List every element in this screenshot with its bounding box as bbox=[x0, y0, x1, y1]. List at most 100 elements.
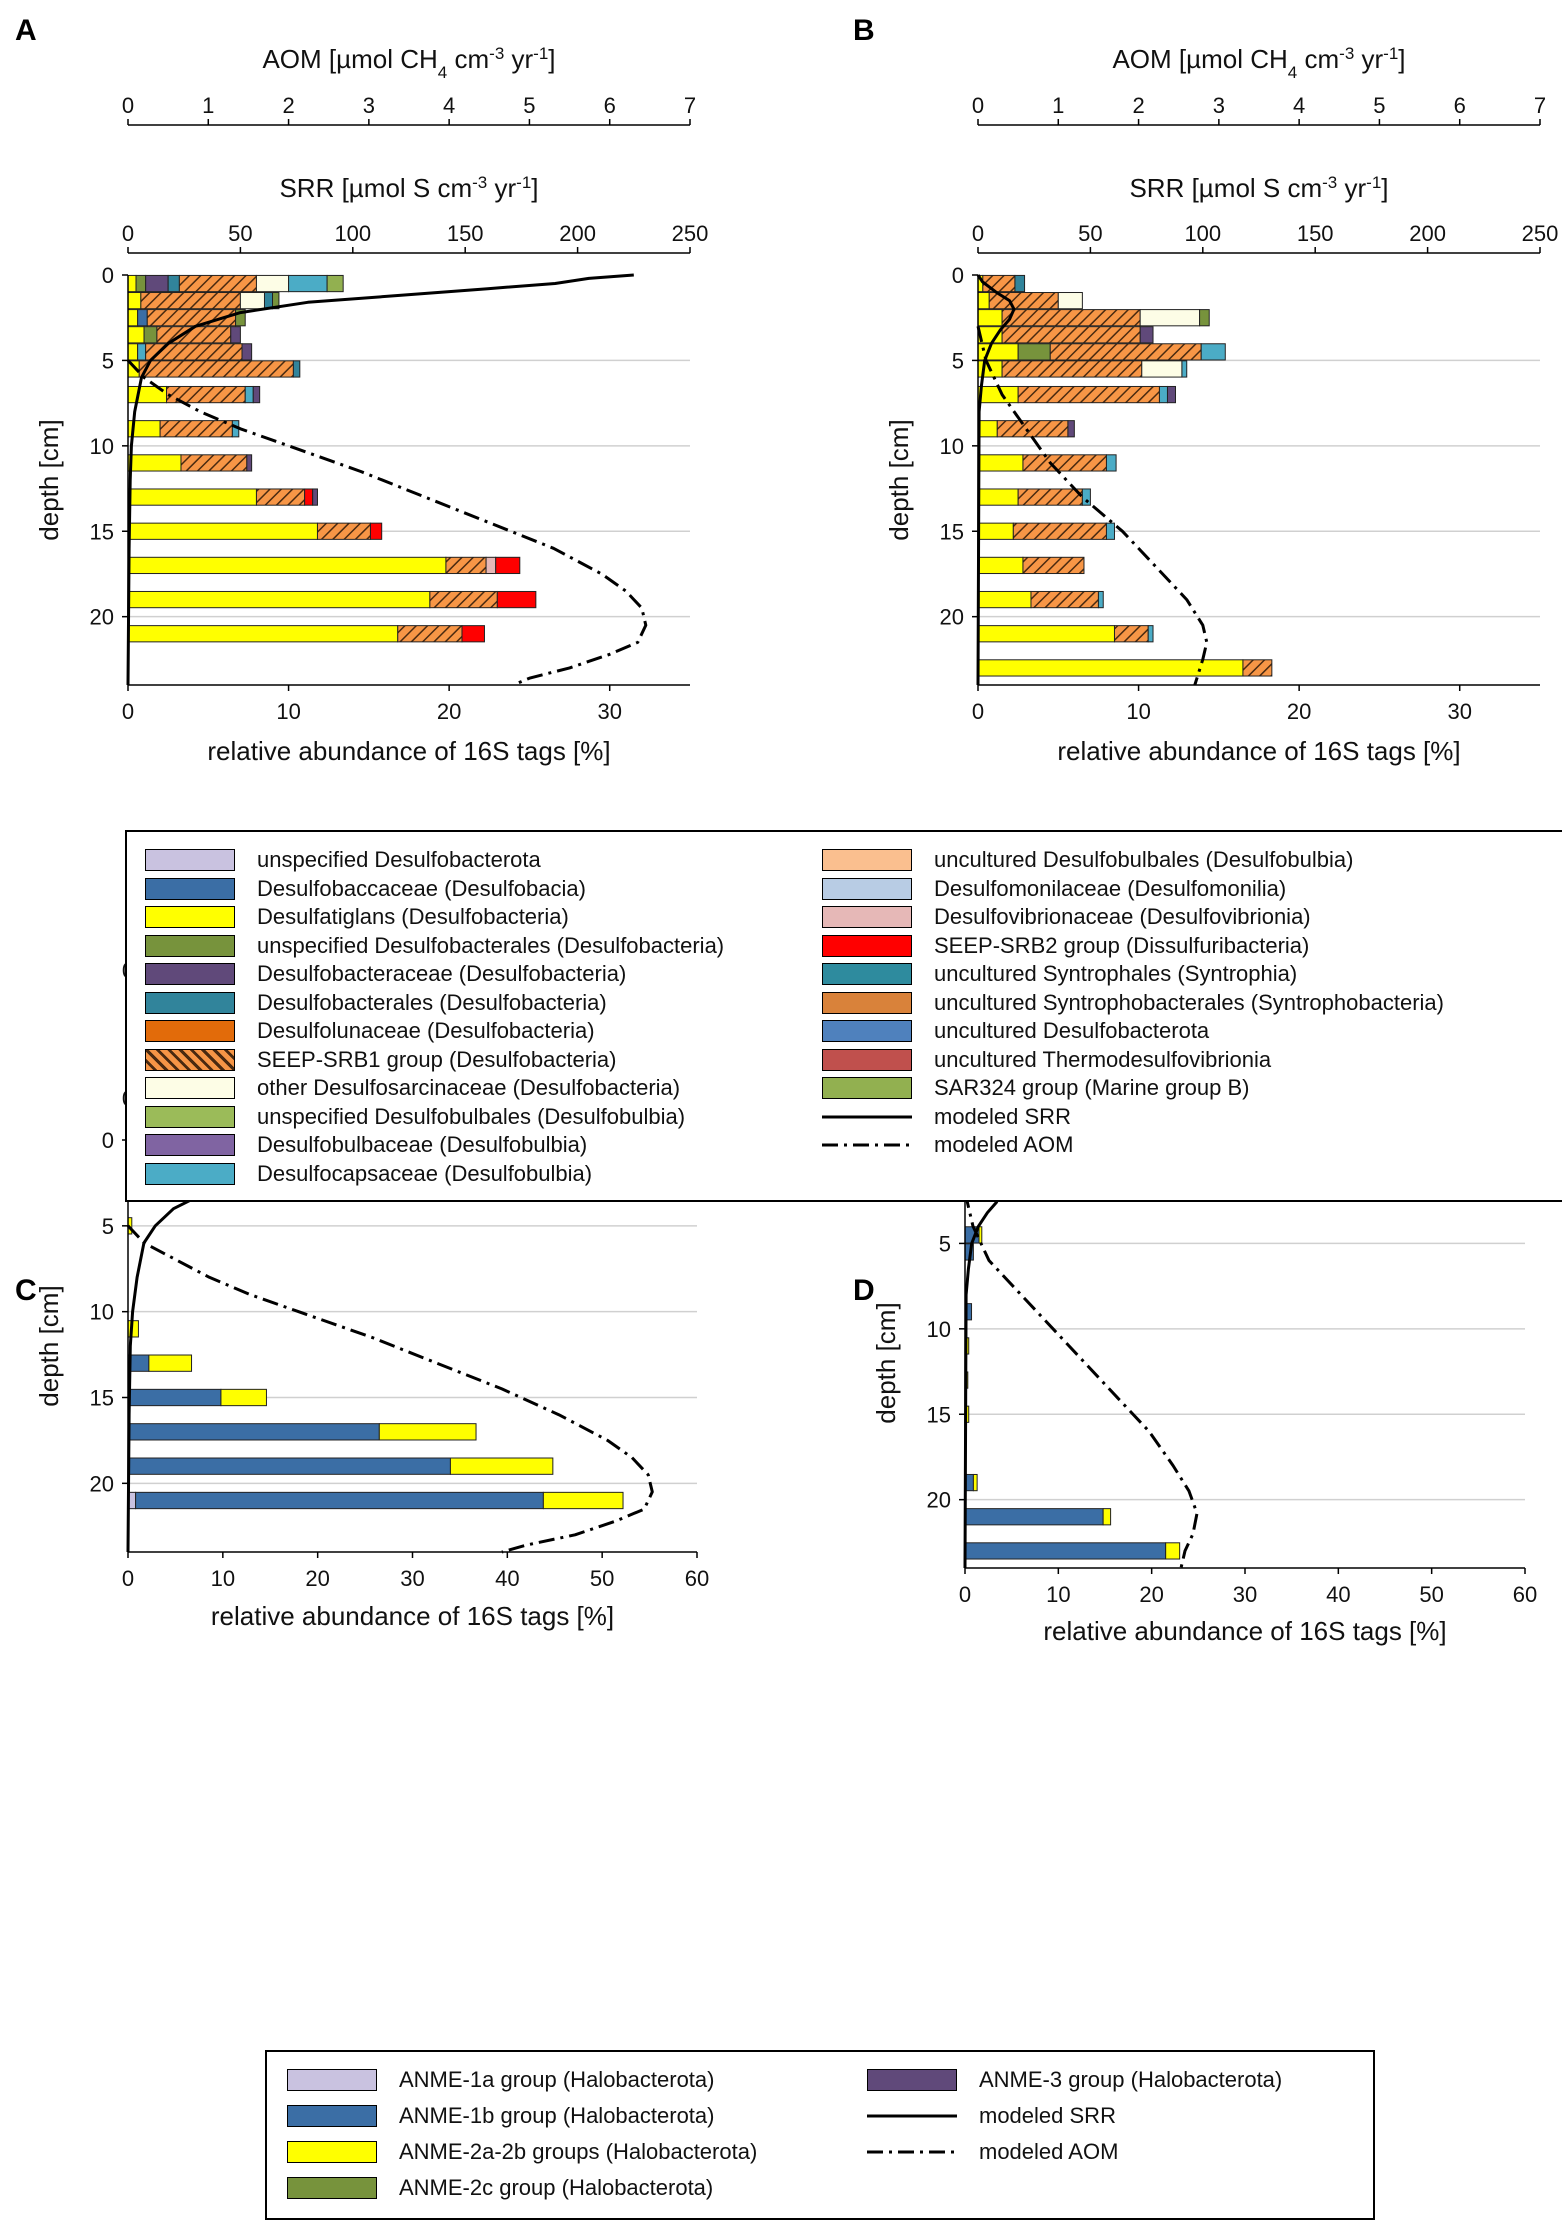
legend-item-anme-1b-group-halobacterota: ANME-1b group (Halobacterota) bbox=[287, 2103, 714, 2129]
bar-segment-unspecified-desulfobacterales-desulfobacteria bbox=[143, 326, 158, 344]
abundance-tick-label: 30 bbox=[1233, 1582, 1257, 1607]
aom-tick-label: 4 bbox=[1293, 93, 1305, 118]
depth-tick-label: 15 bbox=[940, 519, 964, 544]
depth-tick-label: 10 bbox=[927, 1317, 951, 1342]
srr-tick-label: 200 bbox=[559, 221, 596, 246]
depth-tick-label: 5 bbox=[102, 348, 114, 373]
legend-label: modeled AOM bbox=[979, 2139, 1119, 2164]
abundance-tick-label: 0 bbox=[959, 1582, 971, 1607]
legend-swatch bbox=[822, 1020, 912, 1042]
legend-swatch bbox=[822, 934, 912, 957]
srr-tick-label: 200 bbox=[1409, 221, 1446, 246]
bar-segment-seep-srb1-group-desulfobacteria bbox=[1017, 488, 1083, 506]
bar-depth-21 bbox=[127, 625, 485, 643]
legend-label: Desulfobulbaceae (Desulfobulbia) bbox=[257, 1132, 588, 1157]
bar-segment-other-desulfosarcinaceae-desulfobacteria bbox=[1139, 309, 1201, 327]
bar-depth-9 bbox=[127, 420, 240, 438]
bar-depth-7 bbox=[977, 385, 1177, 404]
bar-segment-seep-srb1-group-desulfobacteria bbox=[1113, 625, 1149, 643]
aom-tick-label: 3 bbox=[1213, 93, 1225, 118]
depth-tick-label: 10 bbox=[90, 434, 114, 459]
legend-label: Desulfatiglans (Desulfobacteria) bbox=[257, 904, 569, 929]
srr-tick-label: 50 bbox=[1078, 221, 1102, 246]
bar-segment-seep-srb1-group-desulfobacteria bbox=[982, 274, 1016, 293]
bar-segment-seep-srb1-group-desulfobacteria bbox=[1017, 385, 1160, 404]
depth-tick-label: 10 bbox=[90, 1300, 114, 1325]
legend-item-desulfomonilaceae-desulfomonilia: Desulfomonilaceae (Desulfomonilia) bbox=[822, 876, 1286, 902]
bar-depth-2-5 bbox=[977, 309, 1210, 327]
bar-segment-desulfatiglans-desulfobacteria bbox=[127, 625, 399, 643]
bar-segment-desulfocapsaceae-desulfobulbia bbox=[244, 385, 254, 404]
bar-depth-15 bbox=[127, 1388, 267, 1407]
bar-segment-anme-1b-group-halobacterota bbox=[964, 1542, 1167, 1560]
legend-label: uncultured Thermodesulfovibrionia bbox=[934, 1046, 1272, 1072]
depth-tick-label: 15 bbox=[90, 1386, 114, 1411]
legend-label: other Desulfosarcinaceae (Desulfobacteri… bbox=[257, 1075, 681, 1100]
depth-tick-label: 5 bbox=[939, 1231, 951, 1256]
bar-depth-4-5 bbox=[977, 343, 1226, 361]
legend-item-seep-srb1-group-desulfobacteria: SEEP-SRB1 group (Desulfobacteria) bbox=[145, 1047, 617, 1073]
bar-segment-seep-srb1-group-desulfobacteria bbox=[429, 590, 498, 609]
bar-segment-anme-1b-group-halobacterota bbox=[127, 1388, 222, 1407]
bar-segment-unspecified-desulfobacterales-desulfobacteria bbox=[272, 292, 280, 310]
depth-tick-label: 15 bbox=[927, 1402, 951, 1427]
depth-axis-title: depth [cm] bbox=[884, 419, 914, 540]
bar-depth-17 bbox=[977, 556, 1085, 575]
legend-label: Desulfomonilaceae (Desulfomonilia) bbox=[934, 875, 1287, 901]
bar-segment-desulfobacteraceae-desulfobacteria bbox=[230, 326, 241, 344]
legend-label: ANME-3 group (Halobacterota) bbox=[979, 2067, 1283, 2092]
modeled-srr-line bbox=[976, 274, 1016, 686]
modeled-aom-line bbox=[126, 1224, 654, 1554]
legend-item-desulfocapsaceae-desulfobulbia: Desulfocapsaceae (Desulfobulbia) bbox=[145, 1161, 592, 1187]
bar-segment-sar324-group-marine-group-b bbox=[326, 274, 344, 293]
bar-segment-desulfocapsaceae-desulfobulbia bbox=[1097, 590, 1104, 609]
aom-tick-label: 6 bbox=[1454, 93, 1466, 118]
bar-segment-desulfatiglans-desulfobacteria bbox=[977, 522, 1014, 540]
srr-tick-label: 50 bbox=[228, 221, 252, 246]
depth-tick-label: 5 bbox=[952, 348, 964, 373]
legend-swatch bbox=[145, 1162, 235, 1185]
legend-label: uncultured Desulfobacterota bbox=[934, 1018, 1210, 1043]
bar-segment-anme-2a-2b-groups-halobacterota bbox=[220, 1388, 267, 1407]
srr-tick-label: 250 bbox=[1522, 221, 1559, 246]
bar-segment-anme-1b-group-halobacterota bbox=[964, 1508, 1104, 1526]
bar-depth-9 bbox=[977, 420, 1075, 438]
depth-tick-label: 20 bbox=[940, 605, 964, 630]
abundance-axis-title: relative abundance of 16S tags [%] bbox=[207, 736, 610, 766]
bar-depth-21 bbox=[977, 625, 1154, 643]
legend-label: modeled SRR bbox=[979, 2103, 1116, 2128]
depth-tick-label: 0 bbox=[952, 263, 964, 288]
legend-swatch bbox=[867, 2069, 957, 2091]
bar-segment-desulfatiglans-desulfobacteria bbox=[127, 292, 142, 310]
bar-segment-desulfatiglans-desulfobacteria bbox=[127, 274, 137, 293]
aom-axis-title: AOM [µmol CH4 cm-3 yr-1] bbox=[1112, 44, 1405, 82]
bar-segment-desulfobacterales-desulfobacteria bbox=[1014, 274, 1026, 293]
abundance-axis-title: relative abundance of 16S tags [%] bbox=[1057, 736, 1460, 766]
legend-item-anme-2a-2b-groups-halobacterota: ANME-2a-2b groups (Halobacterota) bbox=[287, 2139, 757, 2165]
bar-segment-desulfocapsaceae-desulfobulbia bbox=[1081, 488, 1091, 506]
legend-item-anme-3-group-halobacterota: ANME-3 group (Halobacterota) bbox=[867, 2067, 1282, 2093]
bar-segment-seep-srb1-group-desulfobacteria bbox=[1012, 522, 1107, 540]
bar-segment-seep-srb1-group-desulfobacteria bbox=[445, 556, 487, 575]
bar-depth-21 bbox=[964, 1508, 1112, 1526]
legend-swatch bbox=[287, 2177, 377, 2199]
legend-label: SEEP-SRB2 group (Dissulfuribacteria) bbox=[934, 932, 1310, 958]
bar-depth-13 bbox=[127, 488, 318, 506]
bar-depth-15 bbox=[977, 522, 1115, 540]
legend-swatch bbox=[822, 1048, 912, 1071]
bar-segment-desulfocapsaceae-desulfobulbia bbox=[1181, 360, 1188, 378]
bar-segment-desulfatiglans-desulfobacteria bbox=[127, 309, 139, 327]
abundance-tick-label: 0 bbox=[122, 1566, 134, 1591]
bar-segment-desulfatiglans-desulfobacteria bbox=[127, 522, 318, 540]
bar-segment-other-desulfosarcinaceae-desulfobacteria bbox=[239, 292, 265, 310]
abundance-tick-label: 10 bbox=[1126, 699, 1150, 724]
srr-tick-label: 0 bbox=[122, 221, 134, 246]
modeled-srr-line bbox=[126, 273, 634, 686]
legend-label: Desulfocapsaceae (Desulfobulbia) bbox=[257, 1160, 593, 1186]
legend-item-uncultured-thermodesulfovibrionia: uncultured Thermodesulfovibrionia bbox=[822, 1047, 1271, 1073]
legend-label: Desulfolunaceae (Desulfobacteria) bbox=[257, 1018, 595, 1043]
legend-label: uncultured Desulfobulbales (Desulfobulbi… bbox=[934, 847, 1354, 872]
bar-segment-desulfocapsaceae-desulfobulbia bbox=[1147, 625, 1154, 643]
legend-item-desulfobacterales-desulfobacteria: Desulfobacterales (Desulfobacteria) bbox=[145, 990, 607, 1016]
legend-label: Desulfobacterales (Desulfobacteria) bbox=[257, 989, 607, 1015]
